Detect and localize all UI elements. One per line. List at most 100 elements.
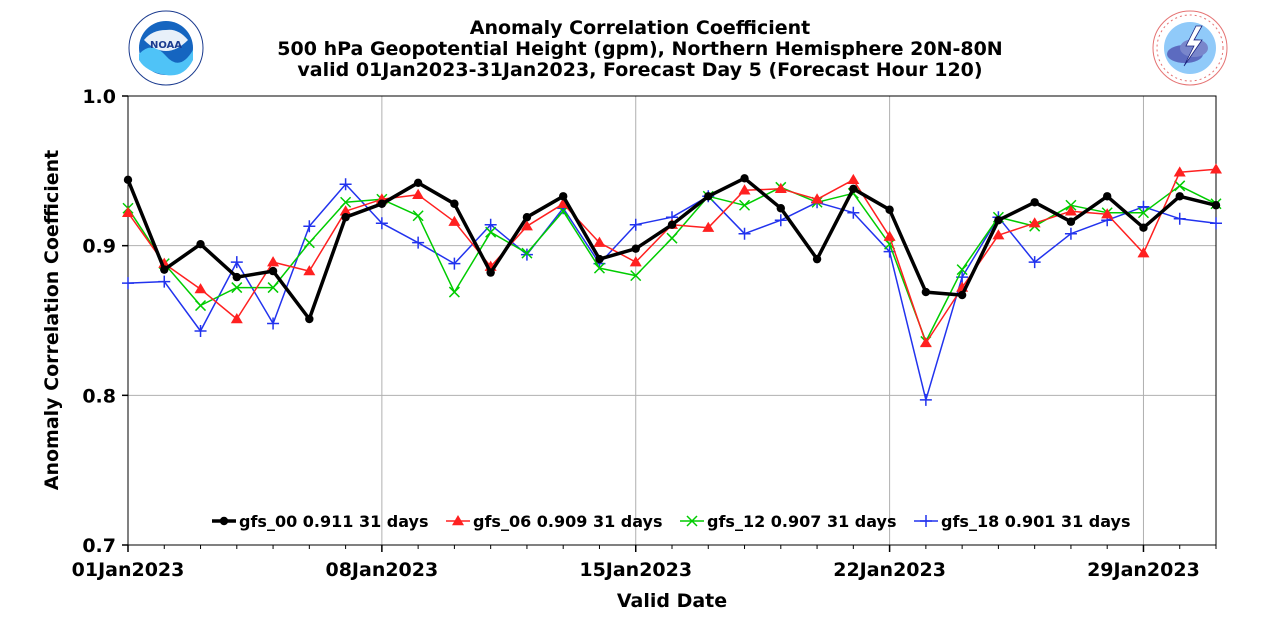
data-point-gfs_06: [1173, 166, 1186, 177]
data-point-gfs_12: [1174, 180, 1186, 192]
axis-ticks: 0.7 0.8 0.9 1.0 01Jan2023 08Jan2023 15Jan2023 2…: [72, 86, 1217, 581]
data-point-gfs_00: [268, 266, 278, 276]
data-point-gfs_18: [1173, 212, 1186, 225]
data-point-gfs_18: [412, 236, 425, 249]
data-point-gfs_18: [629, 218, 642, 231]
data-point-gfs_06: [702, 221, 715, 232]
data-point-gfs_18: [847, 206, 860, 219]
data-point-gfs_00: [486, 268, 495, 277]
legend-label: gfs_12 0.907 31 days: [707, 512, 897, 531]
data-point-gfs_06: [303, 265, 316, 276]
data-point-gfs_06: [774, 182, 787, 193]
data-point-gfs_06: [520, 220, 533, 231]
series-line-gfs_12: [127, 185, 1217, 343]
series-gfs_12: [122, 180, 1222, 347]
data-point-gfs_06: [267, 256, 280, 267]
data-point-gfs_00: [740, 174, 749, 183]
data-point-gfs_06: [1064, 205, 1077, 216]
data-point-gfs_06: [1101, 208, 1114, 219]
data-point-gfs_00: [921, 287, 931, 297]
data-point-gfs_06: [194, 283, 207, 294]
y-tick-label: 0.7: [82, 535, 116, 557]
data-point-gfs_00: [1030, 198, 1039, 207]
grid: [128, 96, 1216, 545]
data-point-gfs_06: [230, 313, 243, 324]
data-point-gfs_00: [559, 192, 568, 201]
data-point-gfs_18: [448, 257, 461, 270]
series-gfs_00: [123, 174, 1221, 324]
data-point-gfs_06: [883, 230, 896, 241]
data-point-gfs_18: [339, 178, 352, 191]
data-point-gfs_12: [739, 199, 751, 211]
data-point-gfs_12: [956, 264, 968, 276]
data-point-gfs_00: [1103, 192, 1112, 201]
legend-item-gfs_12: gfs_12 0.907 31 days: [680, 512, 897, 531]
data-point-gfs_00: [232, 272, 241, 282]
data-point-gfs_00: [667, 220, 677, 229]
data-point-gfs_18: [267, 317, 280, 330]
legend-marker: [452, 515, 464, 526]
data-point-gfs_18: [883, 245, 896, 258]
data-point-gfs_06: [448, 215, 461, 226]
data-point-gfs_00: [1211, 201, 1221, 210]
data-point-gfs_00: [450, 199, 459, 208]
legend-marker: [686, 515, 698, 527]
noaa-logo-icon: NOAA: [128, 10, 204, 86]
data-point-gfs_00: [885, 205, 894, 214]
data-point-gfs_12: [666, 232, 678, 244]
legend-label: gfs_18 0.901 31 days: [941, 512, 1131, 531]
data-point-gfs_12: [593, 262, 605, 274]
x-tick-label: 15Jan2023: [579, 559, 692, 581]
x-tick-label: 08Jan2023: [325, 559, 438, 581]
data-point-gfs_06: [919, 336, 932, 348]
legend-item-gfs_06: gfs_06 0.909 31 days: [446, 512, 663, 531]
national-weather-service-logo-icon: [1152, 10, 1228, 86]
legend: gfs_00 0.911 31 days gfs_06 0.909 31 days…: [212, 512, 1131, 531]
legend-label: gfs_00 0.911 31 days: [239, 512, 429, 531]
data-point-gfs_00: [849, 184, 858, 193]
data-point-gfs_00: [1139, 223, 1148, 232]
data-point-gfs_18: [1210, 217, 1222, 230]
data-point-gfs_00: [377, 199, 387, 208]
data-point-gfs_18: [158, 275, 171, 288]
data-point-gfs_18: [738, 227, 751, 240]
data-point-gfs_12: [1137, 207, 1150, 219]
series-group: [122, 163, 1222, 406]
data-point-gfs_00: [595, 254, 604, 264]
data-point-gfs_18: [303, 220, 316, 233]
x-tick-label: 22Jan2023: [833, 559, 946, 581]
data-point-gfs_12: [448, 286, 460, 298]
noaa-logo-text: NOAA: [150, 40, 182, 51]
data-point-gfs_18: [484, 218, 497, 231]
x-axis-label: Valid Date: [617, 590, 727, 612]
data-point-gfs_12: [303, 237, 315, 249]
data-point-gfs_06: [1210, 163, 1222, 174]
data-point-gfs_18: [1137, 200, 1150, 213]
data-point-gfs_00: [994, 216, 1003, 225]
data-point-gfs_18: [375, 217, 388, 230]
data-point-gfs_06: [412, 188, 425, 199]
data-point-gfs_12: [340, 196, 352, 208]
legend-item-gfs_00: gfs_00 0.911 31 days: [212, 512, 429, 531]
data-point-gfs_06: [847, 173, 860, 185]
data-point-gfs_18: [919, 393, 932, 406]
data-point-gfs_00: [776, 204, 785, 213]
y-tick-label: 0.9: [82, 236, 116, 258]
data-point-gfs_12: [231, 282, 243, 294]
data-point-gfs_06: [1137, 247, 1150, 258]
series-gfs_06: [122, 163, 1222, 348]
plot-frame: [127, 95, 1217, 546]
data-point-gfs_12: [521, 247, 533, 259]
data-point-gfs_00: [1066, 217, 1076, 226]
data-point-gfs_00: [160, 265, 169, 274]
data-point-gfs_00: [341, 213, 350, 222]
data-point-gfs_18: [122, 277, 134, 290]
x-tick-label: 29Jan2023: [1087, 559, 1200, 581]
data-point-gfs_06: [811, 193, 824, 204]
data-point-gfs_18: [774, 214, 787, 227]
data-point-gfs_06: [339, 205, 352, 216]
data-point-gfs_12: [267, 282, 279, 294]
data-point-gfs_06: [738, 184, 751, 195]
data-point-gfs_06: [1028, 217, 1041, 228]
data-point-gfs_12: [485, 226, 497, 238]
